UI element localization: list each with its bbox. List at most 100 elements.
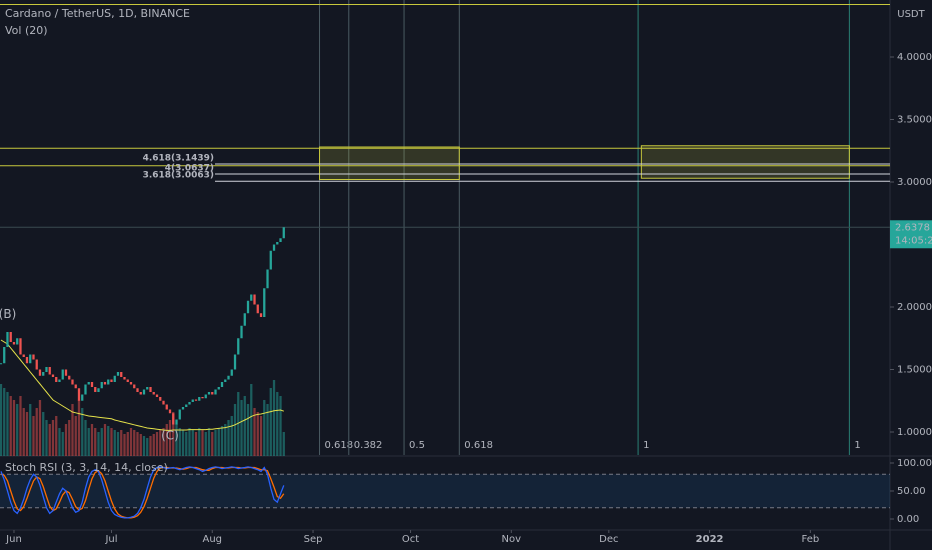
candle [90, 382, 94, 387]
candle [29, 354, 32, 364]
candle [162, 400, 165, 405]
candle [185, 404, 188, 407]
candle [51, 374, 55, 377]
candle [142, 389, 146, 395]
volume-bar [55, 416, 58, 456]
stoch-band [0, 474, 890, 508]
volume-bar [191, 430, 194, 456]
chart-title: Cardano / TetherUS, 1D, BINANCE [5, 7, 190, 20]
candle [0, 363, 3, 365]
volume-bar [136, 432, 139, 456]
candle [61, 369, 64, 380]
countdown-label: 14:05:29 [895, 235, 932, 246]
fib-level-label: 4.618(3.1439) [143, 154, 214, 164]
zone [319, 146, 460, 180]
volume-bar [162, 428, 165, 456]
volume-bar [107, 426, 110, 456]
volume-bar [12, 400, 16, 456]
volume-bar [29, 404, 32, 456]
volume-bar [45, 420, 48, 456]
volume-bar [243, 396, 246, 456]
volume-bar [71, 404, 74, 456]
candle [263, 288, 266, 317]
volume-bar [126, 432, 129, 456]
candle [198, 397, 201, 401]
volume-bar [16, 404, 19, 456]
volume-bar [100, 428, 103, 456]
fib-time-label: 0.618 [325, 440, 354, 451]
volume-bar [194, 432, 198, 456]
x-tick-label: Nov [502, 534, 522, 545]
candle [113, 375, 116, 382]
candle [133, 384, 136, 389]
candle [207, 392, 211, 395]
plot: 0.618 0.382 0.5 0.618 1 14.618(3.1439)4(3.063… [0, 0, 890, 519]
x-tick-label: 2022 [696, 534, 724, 545]
fib-time-label: 0.618 [464, 440, 493, 451]
candle [233, 354, 237, 370]
candle [240, 325, 243, 339]
volume-bar [146, 438, 149, 456]
candle [19, 338, 22, 355]
volume-bar [237, 392, 240, 456]
candle [3, 347, 6, 364]
x-tick-label: Dec [599, 534, 618, 545]
volume-bar [185, 432, 188, 456]
candle [107, 379, 110, 385]
candle [188, 402, 191, 405]
volume-bar [233, 404, 237, 456]
candle [116, 372, 120, 376]
candle [22, 354, 25, 357]
y-tick-label: 1.5000 [897, 365, 932, 376]
candle [250, 294, 253, 301]
wave-label: (C) [161, 428, 179, 442]
volume-bar [35, 408, 38, 456]
volume-bar [217, 428, 220, 456]
candle [230, 369, 233, 376]
candle [266, 269, 269, 289]
candle [74, 384, 77, 389]
volume-bar [172, 412, 175, 456]
volume-bar [159, 430, 162, 456]
stoch-y-tick-label: 0.00 [897, 514, 919, 525]
volume-bar [256, 412, 259, 456]
fib-time-label: 0.5 [409, 440, 425, 451]
volume-bar [276, 392, 279, 456]
candle [217, 387, 220, 390]
volume-ma [0, 339, 284, 431]
x-tick-label: Feb [802, 534, 820, 545]
x-tick-label: Aug [202, 534, 222, 545]
candle [220, 382, 224, 387]
x-tick-label: Oct [402, 534, 419, 545]
stoch-label: Stoch RSI (3, 3, 14, 14, close) [5, 461, 168, 474]
volume-bar [129, 428, 133, 456]
fib-level-label: 4(3.0637) [165, 164, 214, 174]
fib-time-label: 1 [854, 440, 860, 451]
volume-bar [87, 428, 90, 456]
candle [55, 377, 58, 382]
volume-label: Vol (20) [5, 24, 48, 37]
volume-bar [113, 430, 116, 456]
candle [64, 369, 68, 376]
candle [201, 397, 204, 399]
candle [120, 372, 123, 377]
volume-bar [84, 420, 87, 456]
volume-bar [3, 388, 6, 456]
candle [81, 394, 84, 401]
candle [259, 313, 263, 317]
candle [269, 250, 272, 270]
volume-bar [266, 404, 269, 456]
candle [272, 244, 276, 251]
candle [253, 294, 256, 305]
volume-bar [74, 416, 77, 456]
candle [211, 392, 214, 395]
candle [71, 379, 74, 385]
volume-bar [6, 392, 9, 456]
candle [110, 379, 113, 382]
candle [178, 409, 181, 420]
volume-bar [152, 434, 155, 456]
last-price-label: 2.6378 [895, 222, 930, 233]
candle [159, 397, 162, 401]
candle [77, 388, 81, 401]
